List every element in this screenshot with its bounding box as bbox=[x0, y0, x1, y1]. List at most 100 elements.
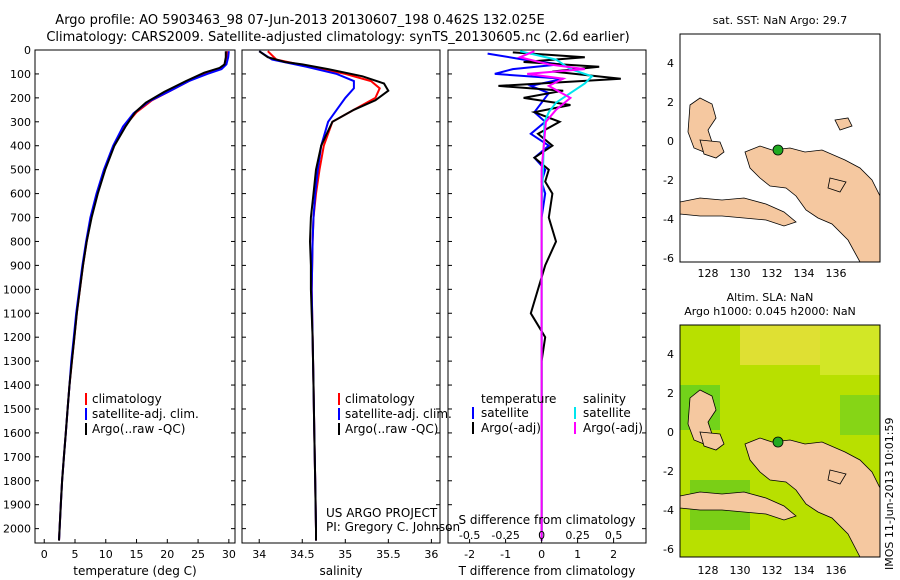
x-tick-label: -2 bbox=[464, 548, 475, 561]
temperature-legend: climatology satellite-adj. clim. Argo(..… bbox=[85, 392, 199, 436]
sla-map-land bbox=[679, 389, 881, 558]
difference-panel: -2 -1 0 1 2 -0.5 -0.25 0 0.25 0.5 S difference f… bbox=[447, 49, 647, 578]
depth-tick-label: 1900 bbox=[3, 499, 31, 512]
x-tick-label: 35.5 bbox=[376, 548, 401, 561]
sla-shade-patch bbox=[740, 325, 820, 365]
sla-map-panel: Altim. SLA: NaN Argo h1000: 0.045 h2000:… bbox=[663, 291, 896, 577]
x-tick-label: 0 bbox=[538, 548, 545, 561]
temperature-x-label: temperature (deg C) bbox=[73, 564, 196, 578]
depth-tick-label: 1500 bbox=[3, 403, 31, 416]
x-tick-label: 25 bbox=[191, 548, 205, 561]
depth-tick-label: 1300 bbox=[3, 355, 31, 368]
sst-map-y-tick: 2 bbox=[667, 96, 674, 109]
land-shape bbox=[687, 389, 717, 445]
title-line-2: Climatology: CARS2009. Satellite-adjuste… bbox=[46, 30, 629, 45]
depth-tick-label: 400 bbox=[10, 140, 31, 153]
land-shape bbox=[827, 469, 847, 485]
series-line-argo-raw-qc- bbox=[58, 51, 227, 541]
sst-map-xticks: 128 130 132 134 136 bbox=[698, 267, 847, 280]
x-tick-label: 30 bbox=[222, 548, 236, 561]
s-tick-label: -0.5 bbox=[459, 529, 480, 542]
depth-tick-label: 1800 bbox=[3, 475, 31, 488]
depth-tick-label: 100 bbox=[10, 68, 31, 81]
legend-label-t-satellite: satellite bbox=[481, 406, 529, 420]
series-line-satellite-adj-clim- bbox=[58, 51, 230, 541]
sst-map-x-tick: 128 bbox=[698, 267, 719, 280]
legend-label-argo: Argo(..raw -QC) bbox=[345, 422, 438, 436]
depth-tick-label: 500 bbox=[10, 164, 31, 177]
x-tick-label: 2 bbox=[610, 548, 617, 561]
depth-tick-label: 1100 bbox=[3, 307, 31, 320]
sla-map-x-tick: 134 bbox=[794, 564, 815, 577]
legend-label-climatology: climatology bbox=[345, 392, 415, 406]
sst-map-y-tick: 0 bbox=[667, 135, 674, 148]
series-line-climatology bbox=[267, 50, 381, 541]
depth-tick-label: 200 bbox=[10, 92, 31, 105]
depth-tick-label: 900 bbox=[10, 259, 31, 272]
sla-map-x-tick: 132 bbox=[762, 564, 783, 577]
sst-map-frame bbox=[679, 33, 881, 263]
sst-map-x-tick: 134 bbox=[794, 267, 815, 280]
sst-map-land bbox=[679, 97, 881, 263]
legend-label-satellite: satellite-adj. clim. bbox=[92, 407, 199, 421]
series-line-satellite-adj-clim- bbox=[258, 50, 355, 541]
depth-tick-label: 1000 bbox=[3, 283, 31, 296]
land-shape bbox=[699, 139, 725, 159]
legend-label-climatology: climatology bbox=[92, 392, 162, 406]
title-line-1: Argo profile: AO 5903463_98 07-Jun-2013 … bbox=[55, 13, 544, 28]
x-tick-label: 15 bbox=[130, 548, 144, 561]
x-tick-label: 34 bbox=[252, 548, 266, 561]
land-shape bbox=[834, 117, 853, 131]
credit-line-1: US ARGO PROJECT bbox=[326, 506, 438, 520]
s-tick-label: 0 bbox=[538, 529, 545, 542]
sla-map-y-tick: 2 bbox=[667, 387, 674, 400]
sla-shade-patch bbox=[820, 325, 880, 375]
x-tick-label: 34.5 bbox=[290, 548, 315, 561]
salinity-x-label: salinity bbox=[319, 564, 362, 578]
depth-tick-label: 1700 bbox=[3, 451, 31, 464]
s-tick-label: -0.25 bbox=[491, 529, 519, 542]
difference-t-label: T difference from climatology bbox=[458, 564, 636, 578]
legend-label-argo: Argo(..raw -QC) bbox=[92, 422, 185, 436]
sst-map-x-tick: 136 bbox=[826, 267, 847, 280]
argo-position-marker bbox=[772, 436, 784, 448]
sst-map-y-tick: 4 bbox=[667, 57, 674, 70]
salinity-panel: 34 34.5 35 35.5 36 salinity US ARGO PROJECT … bbox=[241, 49, 460, 578]
sla-map-xticks: 128 130 132 134 136 bbox=[698, 564, 847, 577]
x-tick-label: 20 bbox=[160, 548, 174, 561]
sla-map-x-tick: 136 bbox=[826, 564, 847, 577]
s-tick-label: 0.25 bbox=[565, 529, 590, 542]
argo-position-marker bbox=[772, 144, 784, 156]
land-shape bbox=[827, 177, 847, 193]
x-tick-label: 35 bbox=[338, 548, 352, 561]
land-shape bbox=[679, 491, 797, 521]
depth-tick-label: 1200 bbox=[3, 331, 31, 344]
sla-map-title-2: Argo h1000: 0.045 h2000: NaN bbox=[684, 305, 856, 318]
x-tick-label: 10 bbox=[99, 548, 113, 561]
legend-label-s-argo: Argo(-adj) bbox=[583, 421, 643, 435]
depth-tick-label: 0 bbox=[24, 44, 31, 57]
sst-map-panel: sat. SST: NaN Argo: 29.7 128 130 132 134… bbox=[663, 14, 881, 280]
sla-map-x-tick: 130 bbox=[730, 564, 751, 577]
legend-label-satellite: satellite-adj. clim. bbox=[345, 407, 452, 421]
sst-map-title: sat. SST: NaN Argo: 29.7 bbox=[713, 14, 847, 27]
x-tick-label: -1 bbox=[500, 548, 511, 561]
legend-title-salinity: salinity bbox=[583, 392, 626, 406]
legend-title-temperature: temperature bbox=[481, 392, 556, 406]
sla-map-y-tick: -6 bbox=[663, 543, 674, 556]
sst-map-x-tick: 130 bbox=[730, 267, 751, 280]
sst-map-yticks: 4 2 0 -2 -4 -6 bbox=[663, 57, 674, 265]
depth-tick-label: 300 bbox=[10, 116, 31, 129]
x-tick-label: 1 bbox=[574, 548, 581, 561]
land-shape bbox=[679, 197, 797, 227]
legend-label-s-satellite: satellite bbox=[583, 406, 631, 420]
series-line-climatology bbox=[58, 51, 229, 541]
series-line-argo-raw-qc- bbox=[258, 50, 390, 541]
sla-shade-patch bbox=[840, 395, 880, 435]
series-line-salinity-argo-adj- bbox=[516, 50, 585, 541]
salinity-plot-frame bbox=[241, 49, 441, 544]
land-shape bbox=[687, 97, 717, 153]
series-line-temperature-argo-adj- bbox=[498, 51, 621, 541]
difference-s-label: S difference from climatology bbox=[459, 513, 636, 527]
legend-label-t-argo: Argo(-adj) bbox=[481, 421, 541, 435]
